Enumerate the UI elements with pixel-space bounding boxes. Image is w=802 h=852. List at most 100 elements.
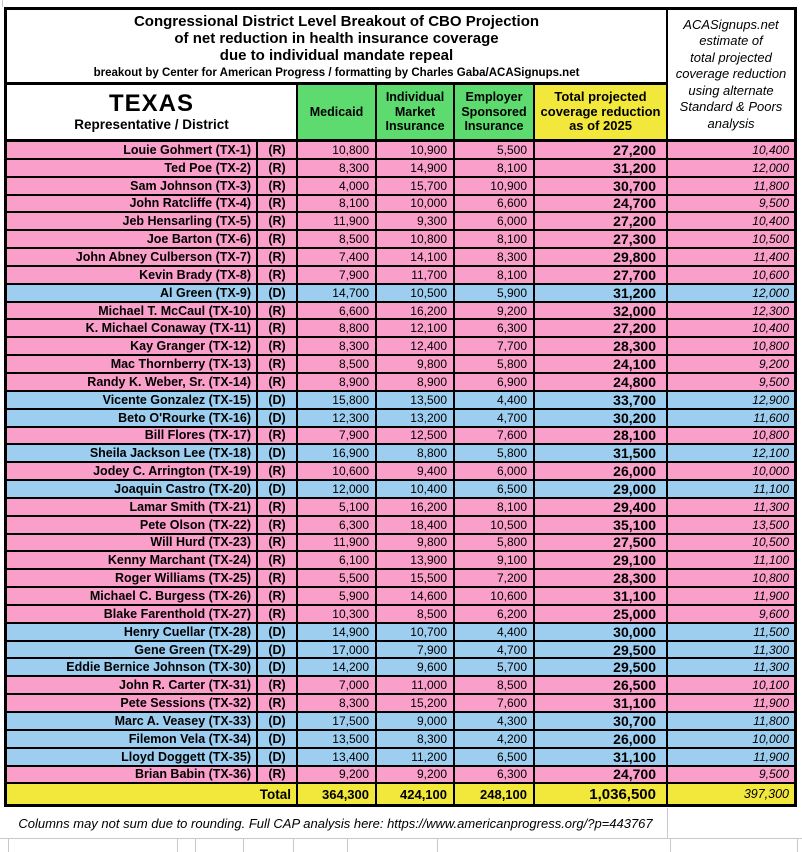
employer-sponsored-value-cell: 8,100 bbox=[455, 231, 535, 250]
total-projected-value-cell: 31,200 bbox=[535, 159, 668, 178]
medicaid-value-cell: 8,100 bbox=[298, 195, 377, 214]
total-projected-value-cell: 33,700 bbox=[535, 391, 668, 410]
representative-name-cell: Jodey C. Arrington (TX-19) bbox=[7, 463, 258, 482]
medicaid-value-cell: 6,300 bbox=[298, 516, 377, 535]
individual-market-value-cell: 10,500 bbox=[377, 284, 455, 303]
sp-estimate-value-cell: 11,100 bbox=[668, 481, 794, 499]
individual-market-value-cell: 8,500 bbox=[377, 605, 455, 624]
employer-sponsored-value-cell: 6,500 bbox=[455, 481, 535, 499]
total-projected-value-cell: 27,300 bbox=[535, 231, 668, 250]
employer-sponsored-value-cell: 4,400 bbox=[455, 623, 535, 642]
employer-sponsored-value-cell: 6,000 bbox=[455, 463, 535, 482]
total-projected-value-cell: 31,100 bbox=[535, 588, 668, 606]
sp-estimate-value-cell: 11,100 bbox=[668, 552, 794, 571]
total-projected-value-cell: 31,500 bbox=[535, 445, 668, 464]
individual-market-value-cell: 9,600 bbox=[377, 659, 455, 678]
employer-sponsored-value-cell: 6,000 bbox=[455, 213, 535, 232]
total-medicaid-cell: 364,300 bbox=[298, 784, 377, 805]
employer-sponsored-value-cell: 10,500 bbox=[455, 516, 535, 535]
sp-estimate-value-cell: 11,300 bbox=[668, 659, 794, 678]
individual-market-value-cell: 12,500 bbox=[377, 427, 455, 446]
individual-market-value-cell: 9,000 bbox=[377, 713, 455, 731]
title-credit: breakout by Center for American Progress… bbox=[93, 66, 580, 79]
medicaid-value-cell: 7,900 bbox=[298, 266, 377, 285]
total-projected-value-cell: 27,700 bbox=[535, 266, 668, 285]
sp-estimate-value-cell: 11,900 bbox=[668, 588, 794, 606]
representative-name-cell: Sam Johnson (TX-3) bbox=[7, 177, 258, 196]
employer-sponsored-value-cell: 4,200 bbox=[455, 730, 535, 749]
total-projected-value-cell: 30,200 bbox=[535, 409, 668, 428]
total-projected-column-header: Total projected coverage reduction as of… bbox=[535, 85, 668, 142]
party-cell: (R) bbox=[258, 427, 298, 446]
sp-estimate-value-cell: 10,000 bbox=[668, 463, 794, 482]
employer-sponsored-value-cell: 6,600 bbox=[455, 195, 535, 214]
representative-name-cell: Marc A. Veasey (TX-33) bbox=[7, 713, 258, 731]
employer-sponsored-value-cell: 4,400 bbox=[455, 391, 535, 410]
sp-estimate-value-cell: 10,400 bbox=[668, 320, 794, 339]
party-cell: (R) bbox=[258, 266, 298, 285]
total-projected-value-cell: 24,800 bbox=[535, 373, 668, 392]
party-cell: (R) bbox=[258, 195, 298, 214]
employer-sponsored-value-cell: 5,700 bbox=[455, 659, 535, 678]
individual-market-value-cell: 10,000 bbox=[377, 195, 455, 214]
individual-market-value-cell: 13,500 bbox=[377, 391, 455, 410]
employer-sponsored-value-cell: 9,200 bbox=[455, 302, 535, 321]
employer-sponsored-value-cell: 7,200 bbox=[455, 570, 535, 589]
individual-market-value-cell: 8,800 bbox=[377, 445, 455, 464]
sp-estimate-value-cell: 11,500 bbox=[668, 623, 794, 642]
employer-sponsored-value-cell: 5,800 bbox=[455, 534, 535, 553]
employer-sponsored-value-cell: 4,300 bbox=[455, 713, 535, 731]
total-projected-value-cell: 24,100 bbox=[535, 356, 668, 374]
individual-market-value-cell: 14,600 bbox=[377, 588, 455, 606]
party-cell: (D) bbox=[258, 409, 298, 428]
gridline bbox=[670, 838, 671, 852]
employer-sponsored-value-cell: 7,600 bbox=[455, 427, 535, 446]
representative-name-cell: Kevin Brady (TX-8) bbox=[7, 266, 258, 285]
medicaid-value-cell: 8,500 bbox=[298, 231, 377, 250]
sp-estimate-value-cell: 12,100 bbox=[668, 445, 794, 464]
medicaid-value-cell: 14,700 bbox=[298, 284, 377, 303]
sp-estimate-value-cell: 11,300 bbox=[668, 641, 794, 660]
total-projected-value-cell: 31,200 bbox=[535, 284, 668, 303]
medicaid-value-cell: 17,000 bbox=[298, 641, 377, 660]
individual-market-value-cell: 10,700 bbox=[377, 623, 455, 642]
employer-sponsored-value-cell: 7,700 bbox=[455, 338, 535, 357]
party-cell: (R) bbox=[258, 338, 298, 357]
individual-market-value-cell: 11,000 bbox=[377, 677, 455, 696]
party-cell: (R) bbox=[258, 534, 298, 553]
medicaid-value-cell: 15,800 bbox=[298, 391, 377, 410]
individual-market-value-cell: 15,500 bbox=[377, 570, 455, 589]
representative-name-cell: Kay Granger (TX-12) bbox=[7, 338, 258, 357]
representative-name-cell: Filemon Vela (TX-34) bbox=[7, 730, 258, 749]
party-cell: (R) bbox=[258, 516, 298, 535]
employer-sponsored-value-cell: 8,100 bbox=[455, 498, 535, 517]
medicaid-value-cell: 10,300 bbox=[298, 605, 377, 624]
total-individual-market-cell: 424,100 bbox=[377, 784, 455, 805]
individual-market-value-cell: 13,900 bbox=[377, 552, 455, 571]
employer-sponsored-value-cell: 7,600 bbox=[455, 695, 535, 713]
party-cell: (R) bbox=[258, 677, 298, 696]
representative-name-cell: John R. Carter (TX-31) bbox=[7, 677, 258, 696]
representative-name-cell: Randy K. Weber, Sr. (TX-14) bbox=[7, 373, 258, 392]
party-cell: (R) bbox=[258, 605, 298, 624]
employer-sponsored-value-cell: 6,300 bbox=[455, 766, 535, 785]
total-projected-value-cell: 27,200 bbox=[535, 142, 668, 160]
representative-name-cell: Ted Poe (TX-2) bbox=[7, 159, 258, 178]
total-projected-value-cell: 29,400 bbox=[535, 498, 668, 517]
sp-estimate-value-cell: 11,400 bbox=[668, 249, 794, 267]
sp-estimate-value-cell: 12,000 bbox=[668, 284, 794, 303]
party-cell: (R) bbox=[258, 766, 298, 785]
sp-estimate-value-cell: 10,000 bbox=[668, 730, 794, 749]
party-cell: (D) bbox=[258, 623, 298, 642]
representative-name-cell: Mac Thornberry (TX-13) bbox=[7, 356, 258, 374]
sp-estimate-value-cell: 10,400 bbox=[668, 142, 794, 160]
representative-name-cell: Lloyd Doggett (TX-35) bbox=[7, 748, 258, 767]
total-projected-value-cell: 29,800 bbox=[535, 249, 668, 267]
representative-name-cell: Kenny Marchant (TX-24) bbox=[7, 552, 258, 571]
medicaid-value-cell: 8,300 bbox=[298, 338, 377, 357]
party-cell: (R) bbox=[258, 320, 298, 339]
individual-market-value-cell: 16,200 bbox=[377, 302, 455, 321]
sp-estimate-value-cell: 12,300 bbox=[668, 302, 794, 321]
individual-market-value-cell: 9,200 bbox=[377, 766, 455, 785]
total-projected-value-cell: 26,000 bbox=[535, 730, 668, 749]
